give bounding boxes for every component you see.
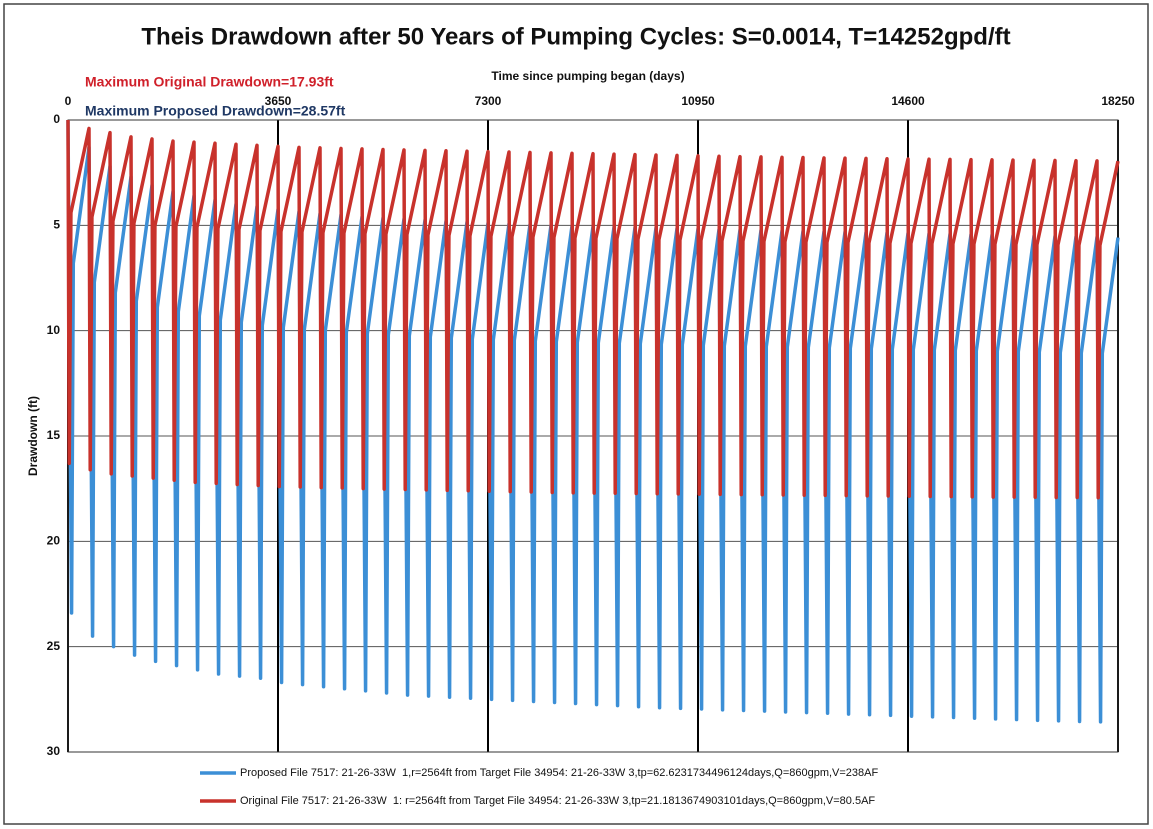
chart-title: Theis Drawdown after 50 Years of Pumping… — [141, 23, 1010, 50]
y-tick-label: 30 — [47, 744, 61, 758]
x-axis-label: Time since pumping began (days) — [491, 69, 684, 83]
x-tick-label: 0 — [65, 94, 72, 108]
annotation: Maximum Proposed Drawdown=28.57ft — [85, 103, 346, 119]
legend-label: Proposed File 7517: 21-26-33W 1,r=2564ft… — [240, 767, 878, 779]
x-tick-label: 18250 — [1101, 94, 1135, 108]
y-axis-label: Drawdown (ft) — [26, 396, 40, 476]
y-tick-label: 15 — [47, 428, 61, 442]
x-tick-label: 7300 — [475, 94, 502, 108]
y-tick-label: 20 — [47, 534, 61, 548]
y-tick-label: 0 — [53, 112, 60, 126]
annotation: Maximum Original Drawdown=17.93ft — [85, 74, 334, 90]
y-tick-label: 25 — [47, 639, 61, 653]
series-line — [66, 119, 1120, 500]
y-tick-label: 10 — [47, 323, 61, 337]
legend-label: Original File 7517: 21-26-33W 1: r=2564f… — [240, 795, 875, 807]
x-tick-label: 3650 — [265, 94, 292, 108]
x-tick-label: 14600 — [891, 94, 925, 108]
x-tick-label: 10950 — [681, 94, 715, 108]
y-tick-label: 5 — [53, 218, 60, 232]
